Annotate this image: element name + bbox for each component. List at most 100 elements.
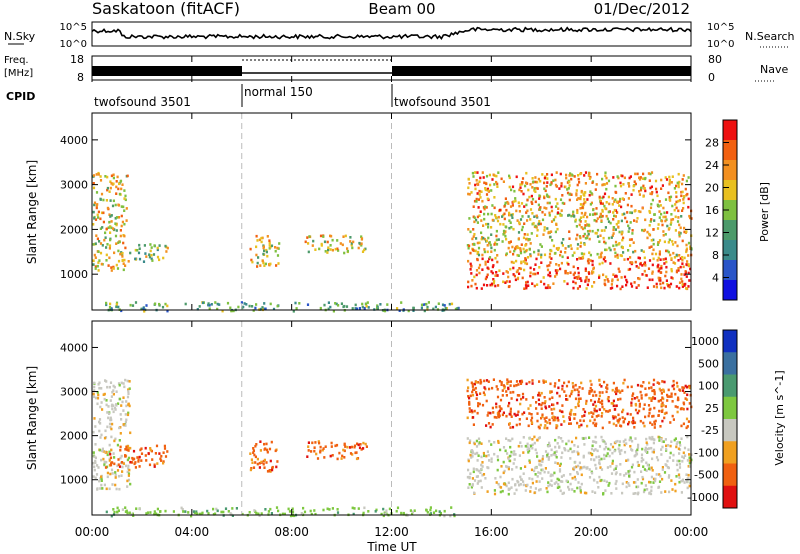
data-cell [616,253,619,257]
data-cell [622,440,625,443]
data-cell [559,212,562,216]
data-cell [641,273,644,276]
data-cell [502,272,505,275]
data-cell [570,392,573,396]
nsky-tick-top: 10^5 [60,22,87,33]
data-cell [527,188,530,192]
data-cell [308,235,311,238]
data-cell [556,248,560,251]
data-cell [535,401,538,404]
data-cell [575,237,578,241]
data-cell [682,456,685,460]
data-cell [319,449,322,453]
data-cell [648,491,651,495]
data-cell [319,450,322,454]
data-cell [579,207,582,210]
data-cell [266,448,269,452]
data-cell [498,208,502,212]
data-cell [472,423,475,426]
data-cell [588,468,591,471]
data-cell [643,468,646,471]
data-cell [583,414,586,417]
data-cell [561,480,564,483]
data-cell [669,444,672,448]
data-cell [112,384,115,388]
data-cell [544,424,547,427]
data-cell [109,425,112,429]
data-cell [597,400,600,403]
data-cell [137,460,140,463]
data-cell [588,389,591,393]
data-cell [658,250,661,253]
data-cell [493,415,496,419]
data-cell [658,200,661,203]
data-cell [549,235,552,239]
data-cell [520,190,523,193]
data-cell [622,236,625,240]
data-cell [496,260,499,264]
data-cell [501,240,504,243]
data-cell [162,256,165,260]
data-cell [506,465,509,469]
data-cell [515,384,518,387]
data-cell [612,232,615,235]
data-cell [425,509,428,512]
data-cell [548,441,551,445]
data-cell [291,510,295,514]
data-cell [597,486,600,489]
data-cell [256,457,259,461]
data-cell [653,213,656,216]
data-cell [537,436,540,440]
data-cell [546,426,549,430]
data-cell [98,259,101,262]
data-cell [612,422,615,426]
data-cell [432,307,435,311]
data-cell [150,254,153,257]
data-cell [684,397,687,400]
data-cell [679,226,682,230]
data-cell [118,426,121,430]
data-cell [479,210,482,213]
data-cell [482,236,485,240]
data-cell [534,200,537,204]
data-cell [614,467,617,470]
data-cell [531,282,534,285]
data-cell [610,492,613,495]
data-cell [515,380,519,383]
data-cell [521,276,524,280]
data-cell [650,386,653,389]
data-cell [614,390,617,394]
data-cell [340,302,343,305]
data-cell [477,381,480,384]
data-cell [525,171,528,175]
data-cell [484,205,487,208]
data-cell [587,223,590,227]
data-cell [94,456,97,460]
data-cell [627,422,630,426]
data-cell [274,246,277,249]
data-cell [117,259,121,263]
data-cell [112,392,115,396]
data-cell [443,509,446,513]
data-cell [618,242,621,245]
data-cell [581,255,584,259]
data-cell [503,217,506,221]
data-cell [336,239,339,242]
data-cell [128,404,131,408]
data-cell [497,284,500,287]
data-cell [306,455,309,458]
data-cell [324,445,327,448]
data-cell [569,244,572,247]
data-cell [259,264,262,267]
data-cell [642,195,645,198]
data-cell [195,512,198,515]
data-cell [647,467,651,471]
data-cell [677,199,680,203]
data-cell [658,473,661,476]
data-cell [659,204,662,207]
data-cell [100,475,103,479]
data-cell [110,427,113,431]
data-cell [554,438,557,442]
data-cell [616,284,619,288]
data-cell [249,247,252,251]
